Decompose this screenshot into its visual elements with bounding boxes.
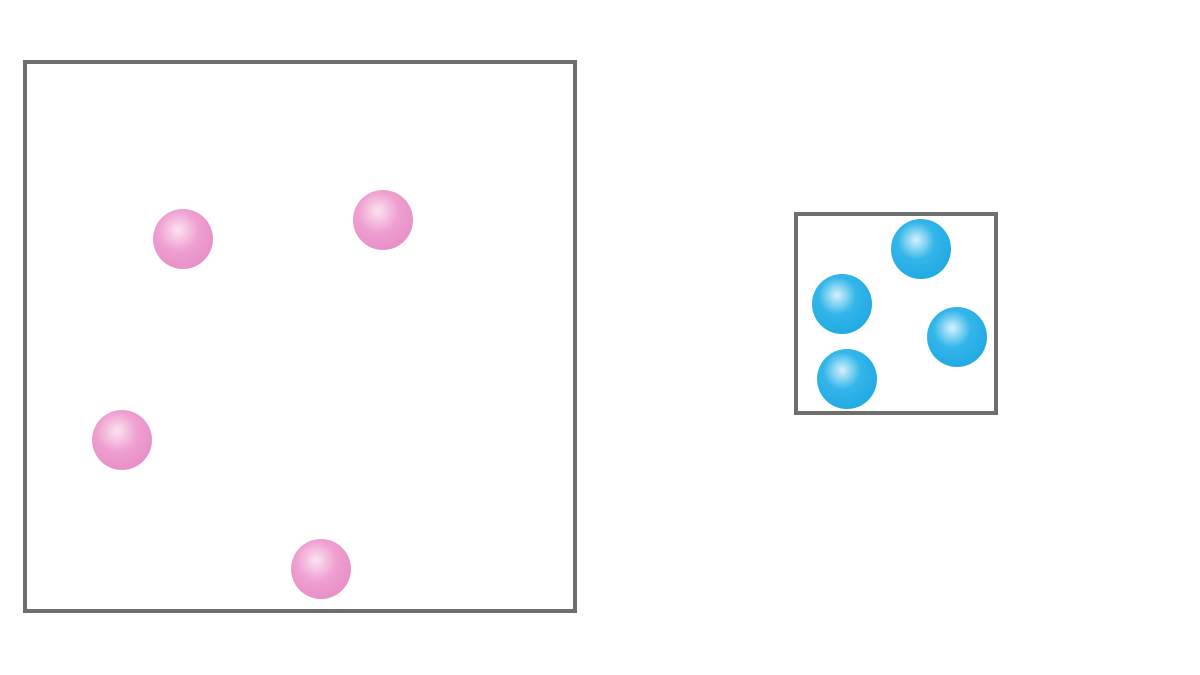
large-container-group: [23, 60, 577, 613]
blue-particle: [927, 307, 987, 367]
pink-particle: [353, 190, 413, 250]
blue-particle: [891, 219, 951, 279]
pink-particle: [92, 410, 152, 470]
large-container: [23, 60, 577, 613]
pink-particle: [153, 209, 213, 269]
small-container-group: [794, 212, 998, 415]
pink-particle: [291, 539, 351, 599]
blue-particle: [817, 349, 877, 409]
blue-particle: [812, 274, 872, 334]
small-container: [794, 212, 998, 415]
